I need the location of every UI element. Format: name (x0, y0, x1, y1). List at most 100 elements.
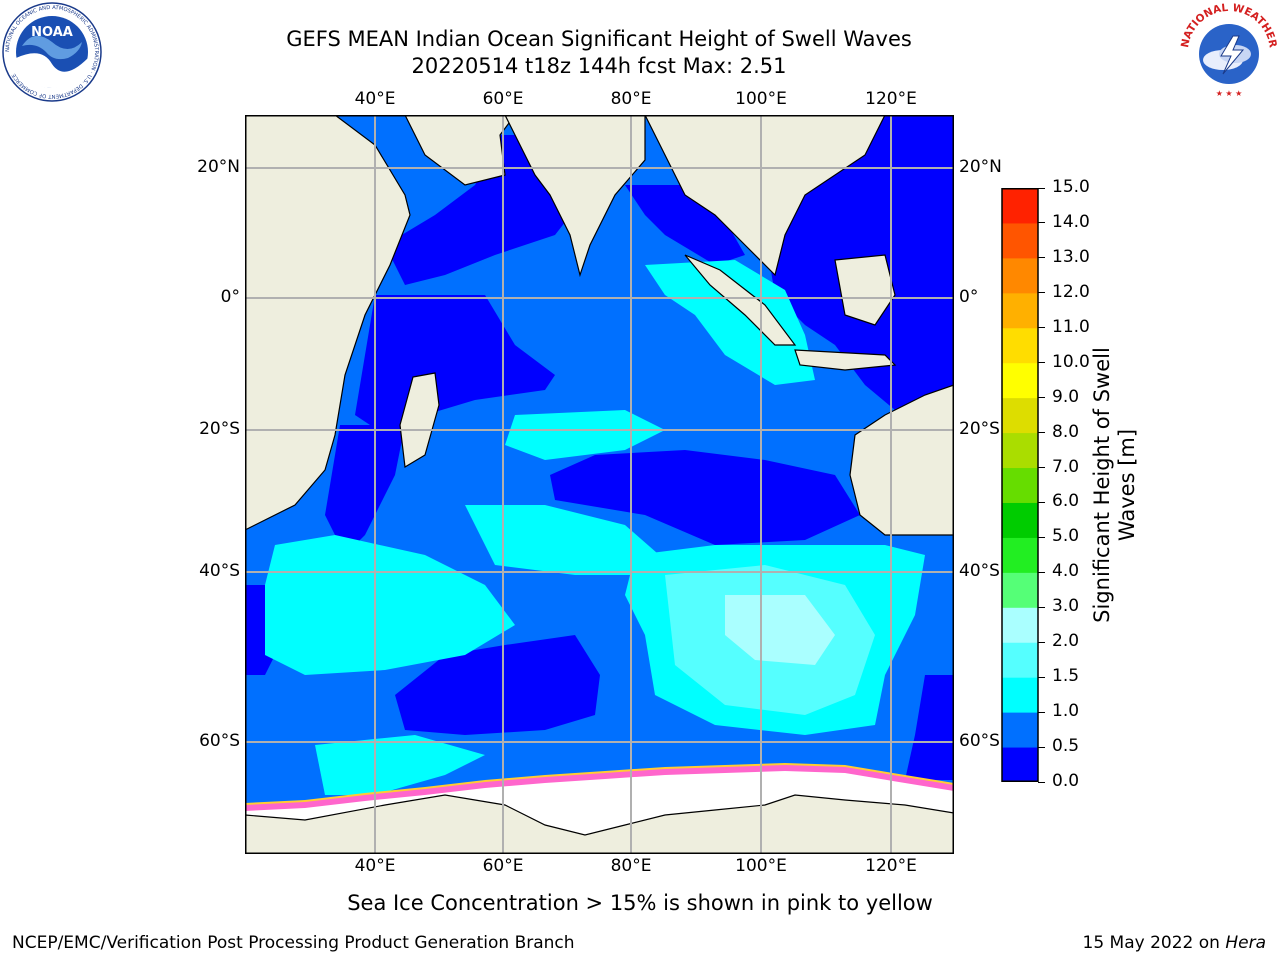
colorbar-segment (1002, 222, 1038, 259)
antarctic-swell-band (315, 735, 485, 795)
footer-host: Hera (1225, 933, 1266, 953)
colorbar-tick-mark (1038, 467, 1045, 469)
colorbar-segment (1002, 467, 1038, 503)
colorbar-tick-label: 2.0 (1052, 631, 1080, 652)
colorbar-tick-label: 4.0 (1052, 561, 1080, 582)
colorbar-tick-mark (1038, 187, 1045, 189)
south-indian-swell-band (505, 410, 665, 460)
lon-label-bottom: 100°E (735, 856, 787, 876)
sea-ice-note: Sea Ice Concentration > 15% is shown in … (347, 891, 933, 915)
colorbar-tick-label: 7.0 (1052, 456, 1080, 477)
colorbar-tick-label: 15.0 (1052, 177, 1090, 197)
colorbar-tick-mark (1038, 571, 1045, 573)
colorbar-segment (1002, 257, 1038, 294)
lat-label-left: 20°S (199, 419, 240, 439)
footer-credit: NCEP/EMC/Verification Post Processing Pr… (12, 933, 575, 953)
map-title: GEFS MEAN Indian Ocean Significant Heigh… (286, 27, 912, 51)
map-frame (245, 115, 954, 854)
colorbar-segment (1002, 537, 1038, 573)
colorbar-segment (1002, 432, 1038, 469)
borneo-land (834, 254, 896, 326)
subtropical-low-swell (550, 450, 860, 545)
colorbar-tick-label: 3.0 (1052, 596, 1080, 617)
colorbar-segment (1002, 572, 1038, 608)
footer-date: 15 May 2022 on (1082, 933, 1226, 953)
lon-label-top: 80°E (610, 89, 652, 109)
colorbar-segment (1002, 188, 1038, 224)
lat-label-left: 0° (220, 287, 240, 307)
lon-label-top: 120°E (865, 89, 917, 109)
lat-label-right: 40°S (959, 561, 1000, 581)
lon-label-bottom: 40°E (354, 856, 396, 876)
colorbar-tick-label: 1.0 (1052, 701, 1080, 722)
footer-timestamp: 15 May 2022 on Hera (1083, 933, 1267, 953)
lat-label-left: 60°S (199, 731, 240, 751)
lat-label-right: 20°S (959, 419, 1000, 439)
colorbar-tick-mark (1038, 501, 1045, 503)
colorbar-frame (1001, 188, 1039, 782)
madagascar-land (399, 372, 440, 468)
colorbar-segment (1002, 677, 1038, 713)
map-subtitle: 20220514 t18z 144h fcst Max: 2.51 (411, 54, 787, 78)
lon-label-top: 60°E (482, 89, 524, 109)
colorbar-tick-label: 9.0 (1052, 386, 1080, 407)
colorbar-tick-label: 6.0 (1052, 491, 1080, 512)
colorbar-tick-label: 5.0 (1052, 526, 1080, 547)
lon-label-bottom: 60°E (482, 856, 524, 876)
colorbar-segment (1002, 747, 1038, 782)
colorbar-tick-label: 14.0 (1052, 211, 1090, 232)
southeast-asia-land (644, 115, 886, 277)
lat-label-right: 0° (959, 287, 979, 307)
australia-land (849, 384, 954, 536)
colorbar-segment (1002, 292, 1038, 329)
lon-label-top: 100°E (735, 89, 787, 109)
colorbar-tick-label: 0.5 (1052, 736, 1080, 757)
svg-text:★ ★ ★: ★ ★ ★ (1216, 89, 1243, 98)
lon-label-bottom: 120°E (865, 856, 917, 876)
lat-label-right: 60°S (959, 731, 1000, 751)
colorbar-tick-mark (1038, 222, 1045, 224)
colorbar-tick-label: 11.0 (1052, 316, 1090, 337)
lon-label-top: 40°E (354, 89, 396, 109)
southeast-low-swell (905, 675, 954, 780)
colorbar-segment (1002, 642, 1038, 678)
lat-label-right: 20°N (959, 157, 1002, 177)
colorbar (1001, 188, 1039, 782)
lon-label-bottom: 80°E (610, 856, 652, 876)
colorbar-tick-label: 13.0 (1052, 246, 1090, 267)
colorbar-tick-mark (1038, 327, 1045, 329)
colorbar-tick-mark (1038, 362, 1045, 364)
lat-label-left: 20°N (197, 157, 240, 177)
colorbar-tick-mark (1038, 606, 1045, 608)
southern-low-swell (395, 635, 600, 735)
colorbar-tick-label: 8.0 (1052, 421, 1080, 442)
southwest-swell-band (265, 535, 515, 675)
colorbar-segment (1002, 327, 1038, 364)
colorbar-tick-mark (1038, 432, 1045, 434)
graticule (245, 115, 954, 854)
colorbar-tick-mark (1038, 397, 1045, 399)
colorbar-segment (1002, 607, 1038, 643)
colorbar-tick-label: 12.0 (1052, 281, 1090, 302)
midlatitude-swell-band (465, 505, 665, 575)
colorbar-tick-mark (1038, 746, 1045, 748)
noaa-logo: NATIONAL OCEANIC AND ATMOSPHERIC ADMINIS… (2, 2, 102, 102)
java-land (794, 349, 897, 371)
mozambique-low-swell (355, 295, 555, 435)
colorbar-segment (1002, 362, 1038, 399)
equatorial-swell-band (645, 260, 815, 385)
colorbar-tick-label: 1.5 (1052, 666, 1080, 687)
colorbar-tick-mark (1038, 257, 1045, 259)
colorbar-tick-label: 0.0 (1052, 771, 1080, 791)
colorbar-tick-mark (1038, 641, 1045, 643)
swell-core-2m (725, 595, 835, 665)
colorbar-segment (1002, 712, 1038, 748)
colorbar-tick-mark (1038, 292, 1045, 294)
indian-subcontinent-land (504, 115, 646, 278)
colorbar-segment (1002, 502, 1038, 538)
colorbar-label: Significant Height of Swell Waves [m] (1089, 347, 1139, 623)
sumatra-land (684, 254, 797, 346)
swell-height-map (245, 115, 954, 854)
colorbar-tick-mark (1038, 676, 1045, 678)
colorbar-tick-mark (1038, 536, 1045, 538)
